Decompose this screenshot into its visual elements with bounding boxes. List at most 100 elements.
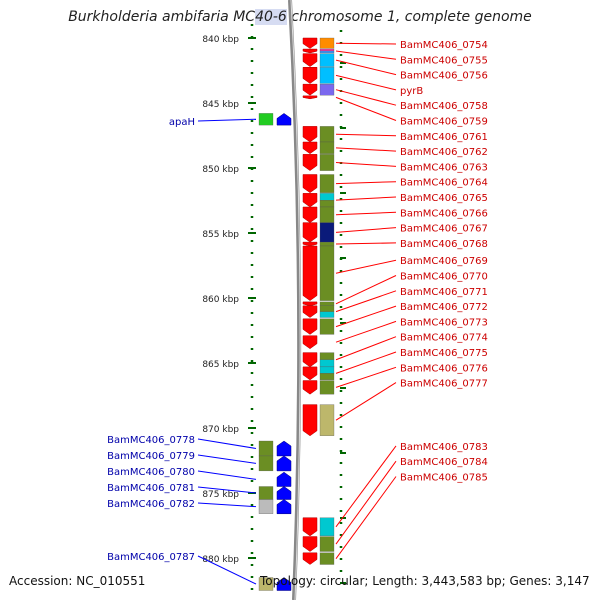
forward-gene-label: BamMC406_0771 bbox=[400, 287, 488, 298]
forward-label-leader bbox=[335, 50, 397, 60]
forward-label-leader bbox=[335, 42, 397, 45]
forward-label-leader bbox=[335, 336, 397, 361]
forward-label-leader bbox=[335, 242, 397, 245]
scale-label: 870 kbp bbox=[202, 425, 239, 435]
forward-gene-label: BamMC406_0777 bbox=[400, 379, 488, 390]
reverse-gene-label: apaH bbox=[169, 117, 195, 128]
forward-gene-arrow bbox=[302, 352, 318, 368]
cog-block bbox=[319, 141, 335, 154]
cog-block bbox=[319, 222, 335, 243]
forward-label-leader bbox=[335, 181, 397, 185]
forward-gene-label: BamMC406_0756 bbox=[400, 71, 488, 82]
cog-block bbox=[319, 200, 335, 208]
cog-block bbox=[319, 404, 335, 436]
forward-gene-arrow bbox=[302, 154, 318, 171]
forward-gene-arrow bbox=[302, 245, 318, 301]
forward-label-leader bbox=[335, 305, 397, 328]
reverse-label-leader bbox=[197, 555, 257, 585]
forward-gene-label: BamMC406_0768 bbox=[400, 239, 488, 250]
topology-text: Topology: circular; Length: 3,443,583 bp… bbox=[260, 574, 590, 588]
forward-gene-label: BamMC406_0759 bbox=[400, 117, 488, 128]
reverse-label-leader bbox=[197, 454, 257, 464]
cog-block bbox=[319, 366, 335, 374]
forward-gene-arrow bbox=[302, 48, 318, 54]
forward-label-leader bbox=[335, 161, 397, 167]
reverse-label-leader bbox=[197, 486, 257, 494]
forward-gene-label: BamMC406_0784 bbox=[400, 457, 488, 468]
reverse-gene-arrow bbox=[276, 486, 292, 500]
cog-block bbox=[319, 67, 335, 84]
forward-gene-label: BamMC406_0770 bbox=[400, 272, 488, 283]
forward-gene-arrow bbox=[302, 193, 318, 208]
cog-block bbox=[319, 241, 335, 247]
cog-block bbox=[319, 53, 335, 67]
forward-gene-arrow bbox=[302, 552, 318, 565]
forward-gene-arrow bbox=[302, 141, 318, 155]
forward-gene-arrow bbox=[302, 53, 318, 67]
forward-label-leader bbox=[335, 133, 397, 137]
forward-label-leader bbox=[335, 351, 397, 374]
cog-block bbox=[319, 48, 335, 52]
forward-label-leader bbox=[335, 445, 397, 528]
forward-gene-arrow bbox=[302, 222, 318, 243]
forward-gene-label: BamMC406_0775 bbox=[400, 348, 488, 359]
scale-label: 875 kbp bbox=[202, 490, 239, 500]
cog-block bbox=[258, 486, 274, 500]
forward-gene-label: BamMC406_0772 bbox=[400, 302, 488, 313]
forward-gene-arrow bbox=[302, 380, 318, 395]
forward-gene-label: BamMC406_0776 bbox=[400, 363, 488, 374]
forward-gene-arrow bbox=[302, 305, 318, 318]
forward-gene-arrow bbox=[302, 536, 318, 552]
cog-block bbox=[319, 552, 335, 565]
reverse-label-leader bbox=[197, 502, 257, 508]
scale-label: 865 kbp bbox=[202, 360, 239, 370]
cog-block bbox=[319, 174, 335, 193]
cog-block bbox=[319, 206, 335, 223]
cog-block bbox=[319, 536, 335, 552]
reverse-gene-arrow bbox=[276, 499, 292, 515]
cog-block bbox=[319, 373, 335, 381]
cog-block bbox=[319, 380, 335, 395]
forward-label-leader bbox=[335, 460, 397, 545]
cog-block bbox=[319, 245, 335, 301]
cog-block bbox=[258, 577, 274, 591]
forward-label-leader bbox=[335, 259, 397, 274]
forward-gene-arrow bbox=[302, 318, 318, 335]
forward-gene-label: BamMC406_0767 bbox=[400, 224, 488, 235]
forward-label-leader bbox=[335, 366, 397, 388]
forward-gene-arrow bbox=[302, 206, 318, 223]
reverse-label-leader bbox=[197, 470, 257, 480]
cog-block bbox=[319, 352, 335, 360]
cog-block bbox=[319, 359, 335, 368]
forward-label-leader bbox=[335, 96, 397, 121]
scale-label: 855 kbp bbox=[202, 230, 239, 240]
reverse-gene-arrow bbox=[276, 577, 292, 591]
forward-label-leader bbox=[335, 227, 397, 233]
scale-label: 840 kbp bbox=[202, 35, 239, 45]
forward-gene-label: BamMC406_0763 bbox=[400, 162, 488, 173]
forward-gene-arrow bbox=[302, 301, 318, 307]
forward-gene-arrow bbox=[302, 335, 318, 350]
forward-gene-arrow bbox=[302, 174, 318, 194]
reverse-label-leader bbox=[197, 118, 257, 122]
forward-gene-arrow bbox=[302, 37, 318, 49]
forward-gene-arrow bbox=[302, 366, 318, 381]
forward-label-leader bbox=[335, 74, 397, 91]
reverse-gene-arrow bbox=[276, 440, 292, 457]
reverse-gene-arrow bbox=[276, 455, 292, 472]
chromosome-backbone bbox=[288, 0, 302, 600]
scale-label: 850 kbp bbox=[202, 165, 239, 175]
cog-block bbox=[319, 301, 335, 306]
forward-label-leader bbox=[335, 382, 397, 421]
cog-block bbox=[319, 517, 335, 537]
forward-gene-label: BamMC406_0783 bbox=[400, 442, 488, 453]
cog-block bbox=[319, 154, 335, 171]
forward-gene-label: BamMC406_0764 bbox=[400, 178, 488, 189]
cog-block bbox=[319, 84, 335, 96]
cog-block bbox=[319, 311, 335, 318]
reverse-gene-label: BamMC406_0778 bbox=[107, 435, 195, 446]
cog-block bbox=[258, 499, 274, 514]
forward-gene-arrow bbox=[302, 404, 318, 437]
forward-gene-label: BamMC406_0785 bbox=[400, 473, 488, 484]
